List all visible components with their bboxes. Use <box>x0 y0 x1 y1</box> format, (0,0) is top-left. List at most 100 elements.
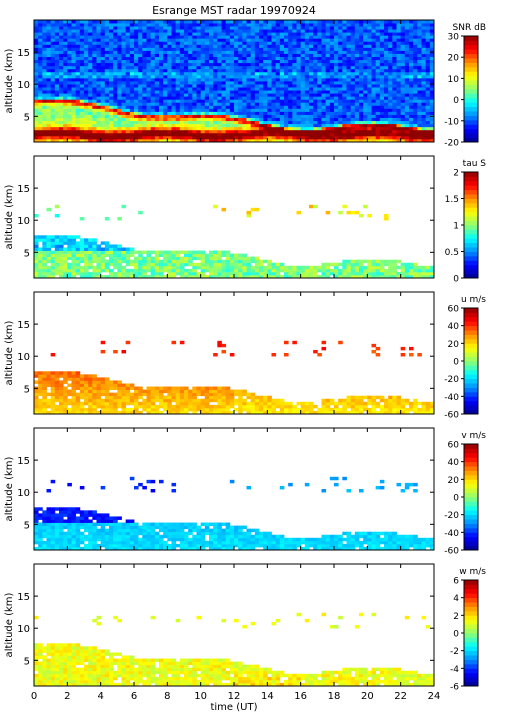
heatmap-cell <box>71 96 77 100</box>
heatmap-cell <box>338 262 343 267</box>
heatmap-cell <box>75 102 81 106</box>
heatmap-cell <box>238 274 243 279</box>
heatmap-cell <box>34 129 39 134</box>
heatmap-cell <box>304 102 310 106</box>
heatmap-cell <box>63 135 68 140</box>
heatmap-cell <box>367 81 372 85</box>
heatmap-cell <box>346 26 352 30</box>
heatmap-cell <box>75 392 81 397</box>
heatmap-cell <box>296 114 302 118</box>
heatmap-cell <box>71 47 77 51</box>
heatmap-cell <box>246 65 252 70</box>
heatmap-cell <box>238 102 243 106</box>
heatmap-cell <box>159 93 164 97</box>
heatmap-cell <box>392 99 397 103</box>
heatmap-cell <box>271 68 277 73</box>
heatmap-cell <box>271 268 277 273</box>
heatmap-cell <box>359 65 364 70</box>
heatmap-cell <box>367 41 372 45</box>
heatmap-cell <box>59 271 64 276</box>
heatmap-cell <box>404 59 410 64</box>
heatmap-cell <box>400 62 406 67</box>
heatmap-cell <box>75 132 81 137</box>
heatmap-cell <box>184 53 189 57</box>
heatmap-cell <box>192 102 197 106</box>
heatmap-cell <box>350 29 356 33</box>
heatmap-cell <box>342 41 347 45</box>
heatmap-cell <box>50 68 56 73</box>
heatmap-cell <box>359 135 364 140</box>
heatmap-cell <box>321 111 327 115</box>
colorbar-swatch <box>464 198 478 204</box>
heatmap-cell <box>359 47 364 51</box>
heatmap-cell <box>413 93 418 97</box>
heatmap-cell <box>234 274 239 279</box>
heatmap-cell <box>184 126 189 131</box>
heatmap-cell <box>246 105 252 109</box>
heatmap-cell <box>42 410 47 415</box>
heatmap-cell <box>275 120 281 125</box>
heatmap-cell <box>84 93 89 97</box>
heatmap-cell <box>338 96 343 100</box>
heatmap-cell <box>96 56 102 61</box>
heatmap-cell <box>392 50 397 54</box>
heatmap-cell <box>38 410 43 415</box>
heatmap-cell <box>425 93 431 97</box>
colorbar-swatch <box>464 220 478 226</box>
heatmap-cell <box>275 271 281 276</box>
heatmap-cell <box>250 81 256 85</box>
heatmap-cell <box>209 102 214 106</box>
heatmap-cell <box>46 235 52 239</box>
heatmap-cell <box>404 120 410 125</box>
heatmap-cell <box>142 117 147 122</box>
heatmap-cell <box>42 123 47 128</box>
heatmap-cell <box>279 108 285 112</box>
heatmap-cell <box>329 59 335 64</box>
heatmap-cell <box>359 56 364 61</box>
heatmap-cell <box>404 93 410 97</box>
heatmap-cell <box>371 38 377 42</box>
heatmap-cell <box>121 62 127 67</box>
heatmap-cell <box>363 102 368 106</box>
heatmap-cell <box>79 377 85 381</box>
heatmap-cell <box>371 62 377 67</box>
heatmap-cell <box>88 383 93 387</box>
heatmap-cell <box>375 262 381 267</box>
heatmap-cell <box>100 117 106 122</box>
heatmap-cell <box>204 129 210 134</box>
heatmap-cell <box>400 262 406 267</box>
heatmap-cell <box>221 29 227 33</box>
heatmap-cell <box>225 29 231 33</box>
heatmap-cell <box>329 44 335 48</box>
heatmap-cell <box>300 274 306 279</box>
heatmap-cell <box>129 102 135 106</box>
heatmap-cell <box>121 99 127 103</box>
heatmap-cell <box>217 71 222 76</box>
heatmap-cell <box>46 105 52 109</box>
heatmap-cell <box>217 93 222 97</box>
heatmap-cell <box>421 117 427 122</box>
heatmap-cell <box>246 81 252 85</box>
heatmap-cell <box>134 271 139 276</box>
heatmap-cell <box>304 62 310 67</box>
heatmap-cell <box>209 274 214 279</box>
heatmap-cell <box>304 105 310 109</box>
heatmap-cell <box>275 74 281 79</box>
heatmap-cell <box>184 117 189 122</box>
heatmap-cell <box>154 62 160 67</box>
heatmap-cell <box>184 50 189 54</box>
heatmap-cell <box>384 59 389 64</box>
heatmap-cell <box>275 126 281 131</box>
heatmap-cell <box>354 271 360 276</box>
heatmap-cell <box>288 265 293 270</box>
heatmap-cell <box>367 56 372 61</box>
heatmap-cell <box>134 105 139 109</box>
heatmap-cell <box>309 44 314 48</box>
heatmap-cell <box>321 126 327 131</box>
heatmap-cell <box>275 84 281 88</box>
heatmap-cell <box>192 274 197 279</box>
heatmap-cell <box>46 241 52 245</box>
heatmap-cell <box>275 274 281 279</box>
heatmap-cell <box>346 120 352 125</box>
heatmap-cell <box>338 99 343 103</box>
